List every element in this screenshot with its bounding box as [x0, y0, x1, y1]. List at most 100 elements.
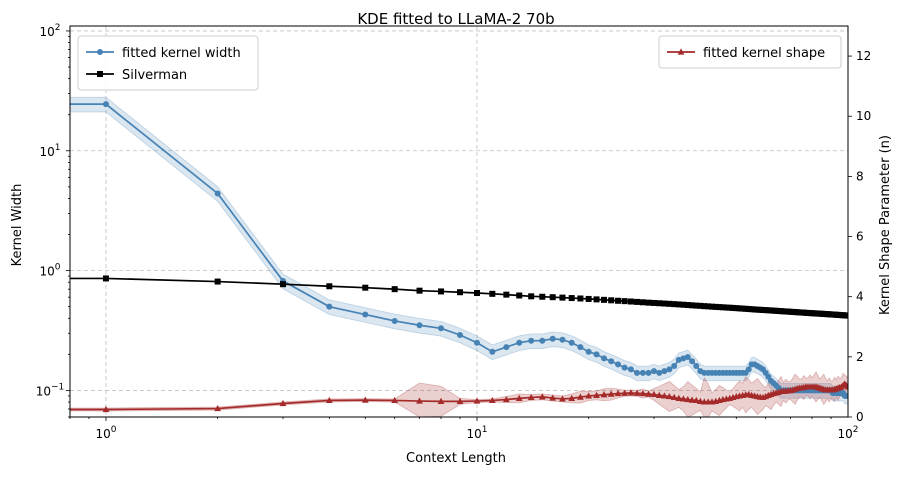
fitted-kernel-shape-point: [577, 393, 584, 400]
x-tick-exp: 2: [853, 425, 859, 435]
silverman-point: [639, 299, 646, 306]
legend-label: fitted kernel shape: [703, 46, 825, 61]
silverman-point: [716, 304, 723, 311]
x-tick-label: 102: [837, 425, 858, 441]
fitted-kernel-width-point: [651, 368, 658, 375]
silverman-point: [593, 296, 600, 303]
x-tick-base: 10: [837, 427, 852, 441]
silverman-point: [689, 302, 696, 309]
fitted-kernel-shape-point: [568, 394, 576, 401]
fitted-kernel-shape-point: [416, 397, 423, 404]
fitted-kernel-shape-point: [670, 393, 678, 401]
silverman-point: [709, 303, 716, 310]
fitted-kernel-width-point: [661, 368, 668, 375]
fitted-kernel-shape-point: [633, 389, 641, 396]
silverman-point: [391, 286, 398, 293]
fitted-kernel-shape-point: [437, 397, 445, 404]
fitted-kernel-shape-point: [692, 396, 700, 404]
legend-box: [658, 35, 842, 69]
fitted-kernel-width-point: [656, 369, 663, 376]
silverman-point: [559, 294, 566, 301]
silverman-point: [503, 291, 510, 298]
y-left-tick-base: 10: [39, 145, 54, 159]
fitted-kernel-shape-point: [696, 397, 704, 404]
legend-marker: [97, 49, 103, 55]
fitted-kernel-shape-point: [559, 395, 566, 402]
y-right-tick-label: 2: [856, 350, 864, 364]
silverman-point: [742, 305, 749, 312]
fitted-kernel-width-point: [102, 101, 109, 108]
y-right-tick-label: 10: [856, 109, 871, 123]
silverman-point: [693, 302, 700, 309]
fitted-kernel-width-point: [416, 322, 423, 329]
y-right-axis-label: Kernel Shape Parameter (n): [878, 135, 893, 315]
silverman-point: [684, 302, 691, 309]
fitted-kernel-shape-point: [660, 392, 668, 399]
x-axis-label: Context Length: [406, 451, 506, 466]
fitted-kernel-shape-point: [538, 393, 546, 400]
silverman-point: [608, 297, 615, 304]
fitted-kernel-shape-point: [502, 395, 510, 403]
y-right-tick-label: 6: [856, 230, 864, 244]
silverman-point: [726, 304, 733, 311]
fitted-kernel-width-point: [457, 332, 464, 339]
silverman-point: [516, 292, 523, 299]
x-tick-exp: 0: [111, 425, 117, 435]
chart-title: KDE fitted to LLaMA-2 70b: [357, 10, 554, 28]
y-left-tick-base: 10: [39, 265, 54, 279]
fitted-kernel-shape-point: [515, 394, 523, 401]
fitted-kernel-width-point: [438, 325, 445, 332]
y-right-tick-label: 12: [856, 49, 871, 63]
fitted-kernel-shape-point: [527, 393, 535, 401]
fitted-kernel-width-point: [539, 337, 546, 344]
fitted-kernel-shape-point: [279, 399, 287, 407]
fitted-kernel-width-point: [503, 344, 510, 351]
fitted-kernel-width-point: [593, 351, 600, 358]
silverman-point: [489, 290, 496, 297]
legend-marker: [97, 71, 103, 77]
silverman-point: [621, 298, 628, 305]
fitted-kernel-width-point: [671, 362, 678, 369]
y-left-tick-label: 10−1: [36, 382, 65, 398]
silverman-point: [701, 303, 708, 310]
fitted-kernel-shape-point: [614, 389, 622, 397]
fitted-kernel-width-point: [601, 355, 608, 362]
fitted-kernel-width-point: [568, 339, 575, 346]
silverman-point: [733, 305, 740, 312]
silverman-point: [601, 296, 608, 303]
legend-left: fitted kernel width Silverman: [77, 35, 259, 91]
fitted-kernel-shape-point: [688, 396, 696, 403]
silverman-point: [675, 301, 682, 308]
silverman-point: [585, 295, 592, 302]
x-tick-base: 10: [95, 427, 110, 441]
y-left-tick-base: 10: [39, 25, 54, 39]
fitted-kernel-shape-point: [473, 397, 481, 404]
y-right-tick-label: 0: [856, 410, 864, 424]
silverman-point: [457, 289, 464, 296]
fitted-kernel-shape-point: [391, 396, 399, 404]
fitted-kernel-shape-point: [585, 392, 593, 399]
fitted-kernel-width-point: [516, 339, 523, 346]
fitted-kernel-width-point: [845, 392, 848, 399]
y-left-tick-exp: 2: [55, 23, 61, 33]
silverman-point: [730, 304, 737, 311]
fitted-kernel-shape-point: [639, 389, 647, 397]
silverman-point: [102, 275, 109, 282]
fitted-kernel-shape-point: [679, 395, 687, 402]
plot-frame: [69, 25, 849, 418]
silverman-point: [666, 300, 673, 307]
silverman-point: [438, 288, 445, 295]
fitted-kernel-width-point: [391, 317, 398, 324]
legend-label: fitted kernel width: [122, 46, 241, 61]
fitted-kernel-width-point: [634, 369, 641, 376]
y-left-tick-base: 10: [36, 384, 51, 398]
legend-label: Silverman: [122, 68, 187, 83]
y-left-tick-exp: 1: [55, 143, 61, 153]
silverman-point: [712, 303, 719, 310]
x-tick-base: 10: [466, 427, 481, 441]
fitted-kernel-width-point: [639, 369, 646, 376]
fitted-kernel-width-point: [326, 303, 333, 310]
silverman-point: [719, 304, 726, 311]
